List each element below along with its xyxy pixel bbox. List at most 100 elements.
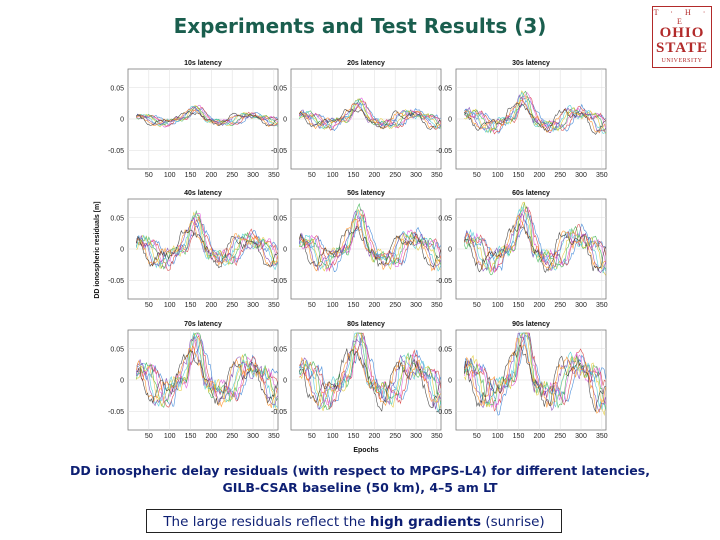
y-tick-label: -0.05 (108, 148, 124, 155)
series-line (136, 335, 278, 407)
y-tick-label: 0 (120, 247, 124, 254)
y-tick-label: -0.05 (108, 278, 124, 285)
y-tick-label: 0 (448, 117, 452, 124)
x-tick-label: 100 (327, 172, 339, 179)
note-text: The large residuals reflect the (163, 514, 370, 530)
panel-title: 40s latency (184, 190, 222, 197)
x-tick-label: 100 (492, 302, 504, 309)
series-line (299, 102, 441, 132)
x-tick-label: 200 (368, 302, 380, 309)
note-emphasis: high gradients (369, 514, 482, 530)
series-line (299, 332, 441, 410)
x-tick-label: 300 (247, 433, 259, 440)
x-tick-label: 300 (247, 172, 259, 179)
panel-title: 10s latency (184, 60, 222, 67)
series-line (464, 332, 606, 409)
y-tick-label: 0.05 (110, 85, 124, 92)
panel-title: 20s latency (347, 60, 385, 67)
y-tick-label: -0.05 (271, 409, 287, 416)
x-tick-label: 350 (596, 172, 608, 179)
x-tick-label: 300 (575, 172, 587, 179)
series-line (299, 225, 441, 268)
x-tick-label: 100 (492, 172, 504, 179)
x-tick-label: 150 (513, 302, 525, 309)
y-axis-label: DD ionospheric residuals [m] (94, 201, 101, 298)
x-tick-label: 50 (308, 433, 316, 440)
series-line (464, 91, 606, 134)
x-tick-label: 300 (410, 172, 422, 179)
series-line (136, 111, 278, 127)
x-tick-label: 350 (431, 433, 443, 440)
slide-title: Experiments and Test Results (3) (173, 14, 547, 38)
series-line (136, 105, 278, 128)
panel-title: 60s latency (512, 190, 550, 197)
series-line (464, 96, 606, 135)
series-line (464, 98, 606, 134)
series-line (299, 335, 441, 408)
y-tick-label: 0 (448, 247, 452, 254)
series-line (136, 349, 278, 406)
x-tick-label: 200 (205, 302, 217, 309)
x-tick-label: 350 (268, 433, 280, 440)
x-tick-label: 250 (554, 302, 566, 309)
y-tick-label: 0.05 (438, 346, 452, 353)
x-tick-label: 100 (164, 302, 176, 309)
x-tick-label: 200 (205, 433, 217, 440)
y-tick-label: -0.05 (436, 278, 452, 285)
series-line (136, 106, 278, 128)
series-line (464, 223, 606, 273)
x-tick-label: 100 (164, 433, 176, 440)
x-tick-label: 250 (389, 302, 401, 309)
x-tick-label: 150 (513, 433, 525, 440)
x-tick-label: 150 (348, 302, 360, 309)
series-line (136, 218, 278, 267)
series-line (299, 348, 441, 412)
x-tick-label: 350 (596, 302, 608, 309)
x-tick-label: 250 (554, 172, 566, 179)
series-line (136, 220, 278, 267)
x-tick-label: 150 (185, 433, 197, 440)
x-tick-label: 150 (513, 172, 525, 179)
series-line (299, 108, 441, 130)
series-line (299, 344, 441, 407)
series-line (464, 212, 606, 272)
x-tick-label: 250 (226, 172, 238, 179)
x-tick-label: 350 (596, 433, 608, 440)
y-tick-label: 0.05 (110, 346, 124, 353)
x-tick-label: 250 (389, 172, 401, 179)
y-tick-label: 0 (120, 378, 124, 385)
panel-title: 50s latency (347, 190, 385, 197)
x-tick-label: 50 (145, 172, 153, 179)
series-line (464, 337, 606, 414)
x-tick-label: 150 (348, 172, 360, 179)
x-tick-label: 50 (473, 302, 481, 309)
x-tick-label: 100 (327, 433, 339, 440)
y-tick-label: 0.05 (438, 215, 452, 222)
ohio-state-logo: T · H · E OHIO STATE UNIVERSITY (652, 6, 712, 68)
y-tick-label: 0 (448, 378, 452, 385)
series-line (299, 210, 441, 272)
panel-title: 90s latency (512, 321, 550, 328)
panel-title: 70s latency (184, 321, 222, 328)
y-tick-label: 0.05 (273, 215, 287, 222)
x-tick-label: 50 (473, 172, 481, 179)
y-tick-label: 0.05 (273, 346, 287, 353)
y-tick-label: -0.05 (271, 148, 287, 155)
caption-line-2: GILB-CSAR baseline (50 km), 4–5 am LT (222, 480, 498, 495)
x-tick-label: 100 (164, 172, 176, 179)
series-line (299, 218, 441, 272)
y-tick-label: -0.05 (436, 148, 452, 155)
x-tick-label: 150 (185, 172, 197, 179)
x-tick-label: 50 (145, 302, 153, 309)
y-tick-label: 0.05 (273, 85, 287, 92)
series-line (136, 105, 278, 127)
series-line (299, 103, 441, 130)
note-box: The large residuals reflect the high gra… (146, 509, 562, 533)
panel-title: 30s latency (512, 60, 550, 67)
y-tick-label: 0.05 (110, 215, 124, 222)
x-tick-label: 250 (226, 433, 238, 440)
x-tick-label: 200 (533, 433, 545, 440)
panel-title: 80s latency (347, 321, 385, 328)
series-line (136, 216, 278, 267)
x-tick-label: 250 (389, 433, 401, 440)
